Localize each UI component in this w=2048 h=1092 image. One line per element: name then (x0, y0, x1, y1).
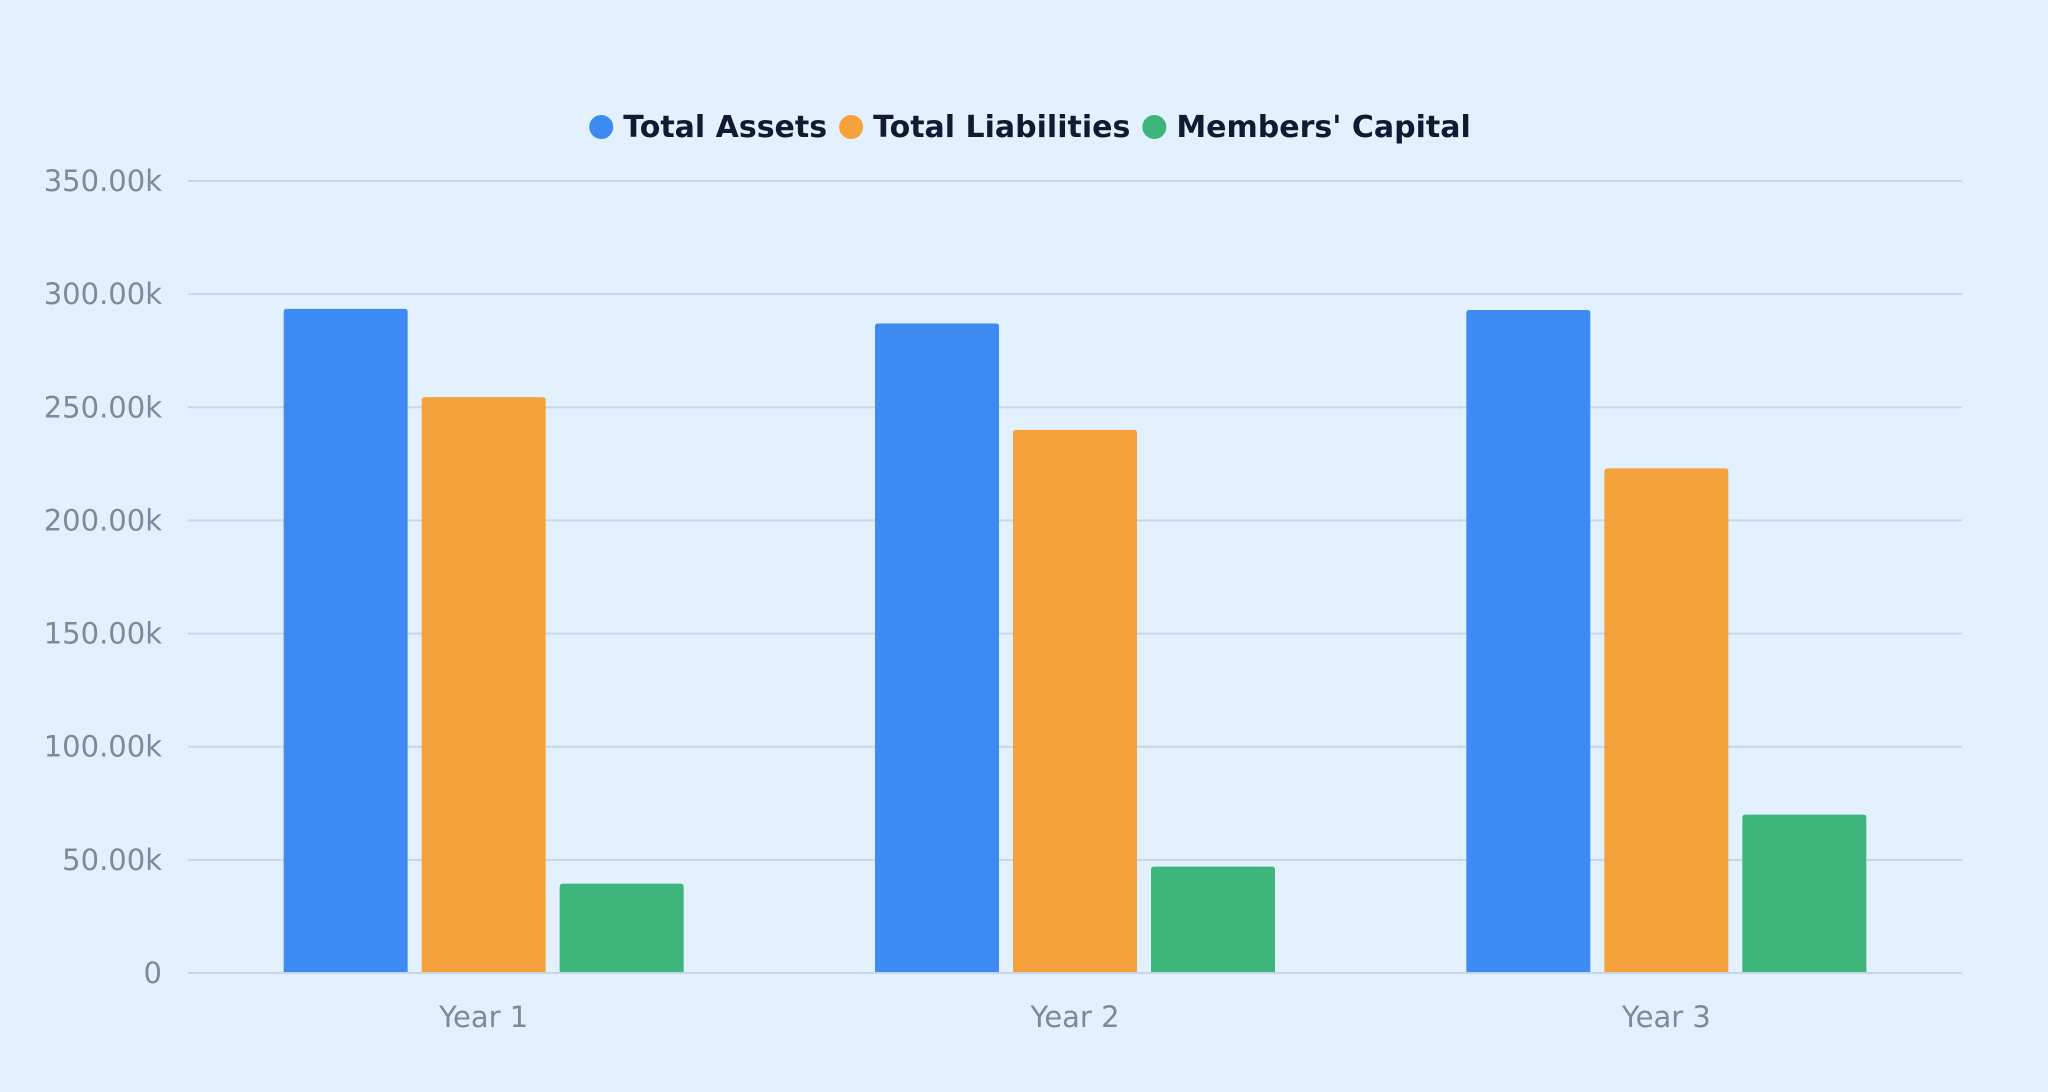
legend: Total Assets Total Liabilities Members' Ca… (589, 110, 1471, 145)
x-tick-label: Year 2 (1029, 1000, 1119, 1034)
legend-label: Total Assets (623, 110, 827, 145)
bar-members-capital-year-3[interactable] (1742, 814, 1867, 973)
bar-total-assets-year-1[interactable] (283, 308, 408, 973)
legend-swatch (1142, 115, 1167, 139)
y-tick-label: 50.00k (62, 843, 162, 877)
x-tick-label: Year 3 (1621, 1000, 1711, 1034)
y-tick-label: 0 (144, 956, 162, 990)
legend-label: Members' Capital (1176, 110, 1470, 145)
bars (283, 308, 1867, 973)
bar-total-liabilities-year-1[interactable] (421, 397, 546, 973)
bar-members-capital-year-2[interactable] (1151, 866, 1275, 973)
legend-item-total-assets[interactable]: Total Assets (589, 110, 827, 145)
y-axis: 0 50.00k 100.00k 150.00k 200.00k 250.00k 300.0… (44, 164, 162, 990)
legend-item-members-capital[interactable]: Members' Capital (1142, 110, 1471, 145)
y-tick-label: 300.00k (44, 277, 162, 311)
bar-total-assets-year-3[interactable] (1466, 309, 1591, 973)
y-tick-label: 250.00k (44, 390, 162, 424)
x-tick-label: Year 1 (438, 1000, 528, 1034)
x-axis: Year 1 Year 2 Year 3 (188, 972, 1962, 1034)
bar-total-liabilities-year-3[interactable] (1604, 468, 1729, 973)
bar-members-capital-year-1[interactable] (559, 883, 684, 973)
y-tick-label: 100.00k (44, 730, 162, 764)
y-tick-label: 150.00k (44, 617, 162, 651)
bar-total-assets-year-2[interactable] (875, 323, 999, 973)
bar-total-liabilities-year-2[interactable] (1013, 429, 1137, 973)
legend-label: Total Liabilities (873, 110, 1130, 145)
y-tick-label: 200.00k (44, 503, 162, 537)
y-tick-label: 350.00k (44, 164, 162, 198)
legend-swatch (589, 115, 614, 139)
legend-swatch (839, 115, 864, 139)
legend-item-total-liabilities[interactable]: Total Liabilities (839, 110, 1130, 145)
